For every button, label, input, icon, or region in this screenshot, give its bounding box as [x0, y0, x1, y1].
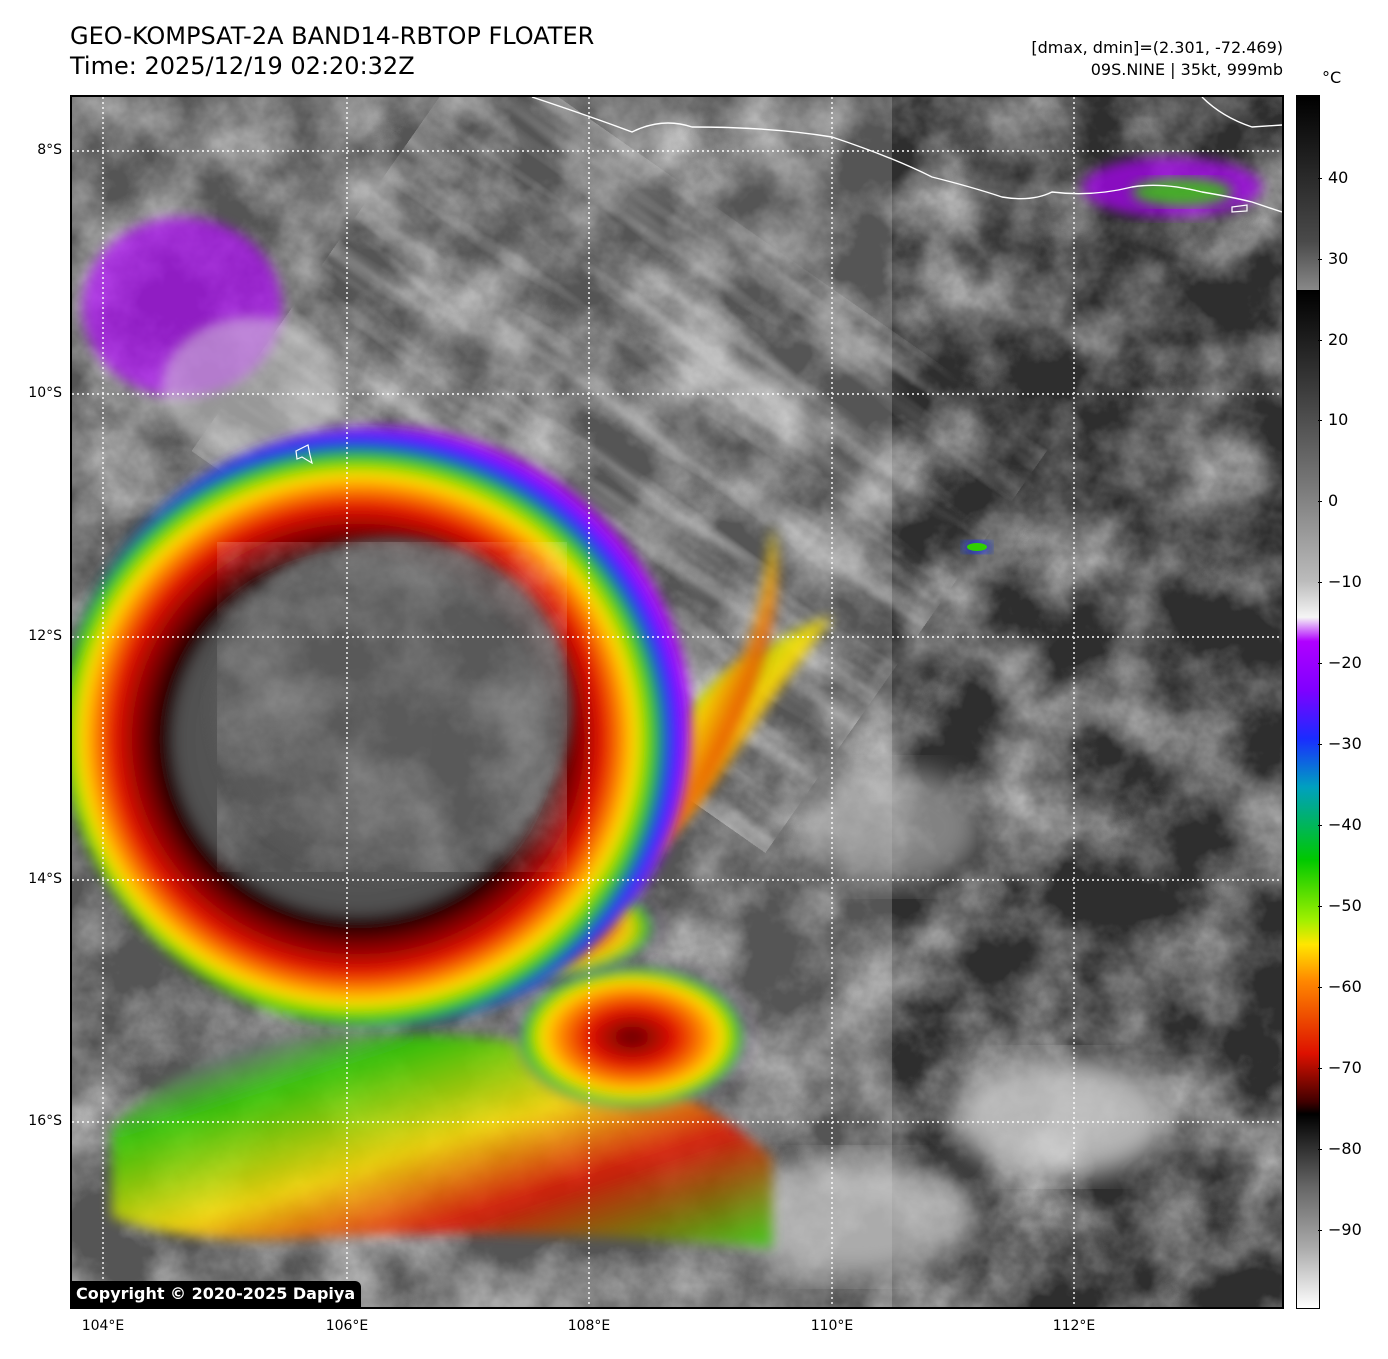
colorbar-tick-label: 20: [1328, 330, 1349, 349]
lon-label-104e: 104°E: [81, 1318, 125, 1334]
colorbar-tick-label: 40: [1328, 168, 1349, 187]
colorbar-tick: [1318, 501, 1322, 502]
colorbar-tick: [1318, 825, 1322, 826]
lat-label-14s: 14°S: [28, 871, 62, 887]
colorbar-tick-label: −50: [1328, 896, 1362, 915]
lon-label-108e: 108°E: [567, 1318, 611, 1334]
colorbar-tick: [1318, 420, 1322, 421]
colorbar-tick: [1318, 987, 1322, 988]
lat-label-10s: 10°S: [28, 385, 62, 401]
colorbar-tick: [1318, 663, 1322, 664]
colorbar-tick: [1318, 744, 1322, 745]
lat-label-8s: 8°S: [37, 142, 62, 158]
colorbar-tick-label: −40: [1328, 815, 1362, 834]
satellite-imagery: [72, 97, 1282, 1307]
colorbar-tick: [1318, 340, 1322, 341]
temperature-colorbar: [1296, 95, 1320, 1309]
copyright-badge: Copyright © 2020-2025 Dapiya: [70, 1281, 362, 1307]
colorbar-tick: [1318, 582, 1322, 583]
colorbar-tick: [1318, 1230, 1322, 1231]
lon-label-112e: 112°E: [1052, 1318, 1096, 1334]
lat-label-12s: 12°S: [28, 628, 62, 644]
satellite-map: [70, 95, 1284, 1309]
storm-info-label: 09S.NINE | 35kt, 999mb: [1090, 60, 1283, 79]
colorbar-tick-label: −10: [1328, 572, 1362, 591]
colorbar-tick: [1318, 906, 1322, 907]
lon-label-106e: 106°E: [325, 1318, 369, 1334]
colorbar-tick-label: −80: [1328, 1139, 1362, 1158]
colorbar-tick-label: 0: [1328, 491, 1339, 510]
colorbar-tick-label: −20: [1328, 653, 1362, 672]
colorbar-tick-label: −60: [1328, 977, 1362, 996]
chart-title: GEO-KOMPSAT-2A BAND14-RBTOP FLOATER: [70, 22, 595, 50]
colorbar-tick-label: 30: [1328, 249, 1349, 268]
colorbar-tick: [1318, 259, 1322, 260]
colorbar-tick: [1318, 178, 1322, 179]
colorbar-unit-label: °C: [1322, 68, 1342, 87]
colorbar-tick: [1318, 1068, 1322, 1069]
colorbar-tick-label: −90: [1328, 1220, 1362, 1239]
colorbar-tick-label: −30: [1328, 734, 1362, 753]
colorbar-tick-label: −70: [1328, 1058, 1362, 1077]
dmax-dmin-label: [dmax, dmin]=(2.301, -72.469): [1031, 38, 1283, 57]
colorbar-tick-label: 10: [1328, 410, 1349, 429]
timestamp-label: Time: 2025/12/19 02:20:32Z: [70, 52, 415, 80]
colorbar-tick: [1318, 1149, 1322, 1150]
lon-label-110e: 110°E: [810, 1318, 854, 1334]
lat-label-16s: 16°S: [28, 1113, 62, 1129]
